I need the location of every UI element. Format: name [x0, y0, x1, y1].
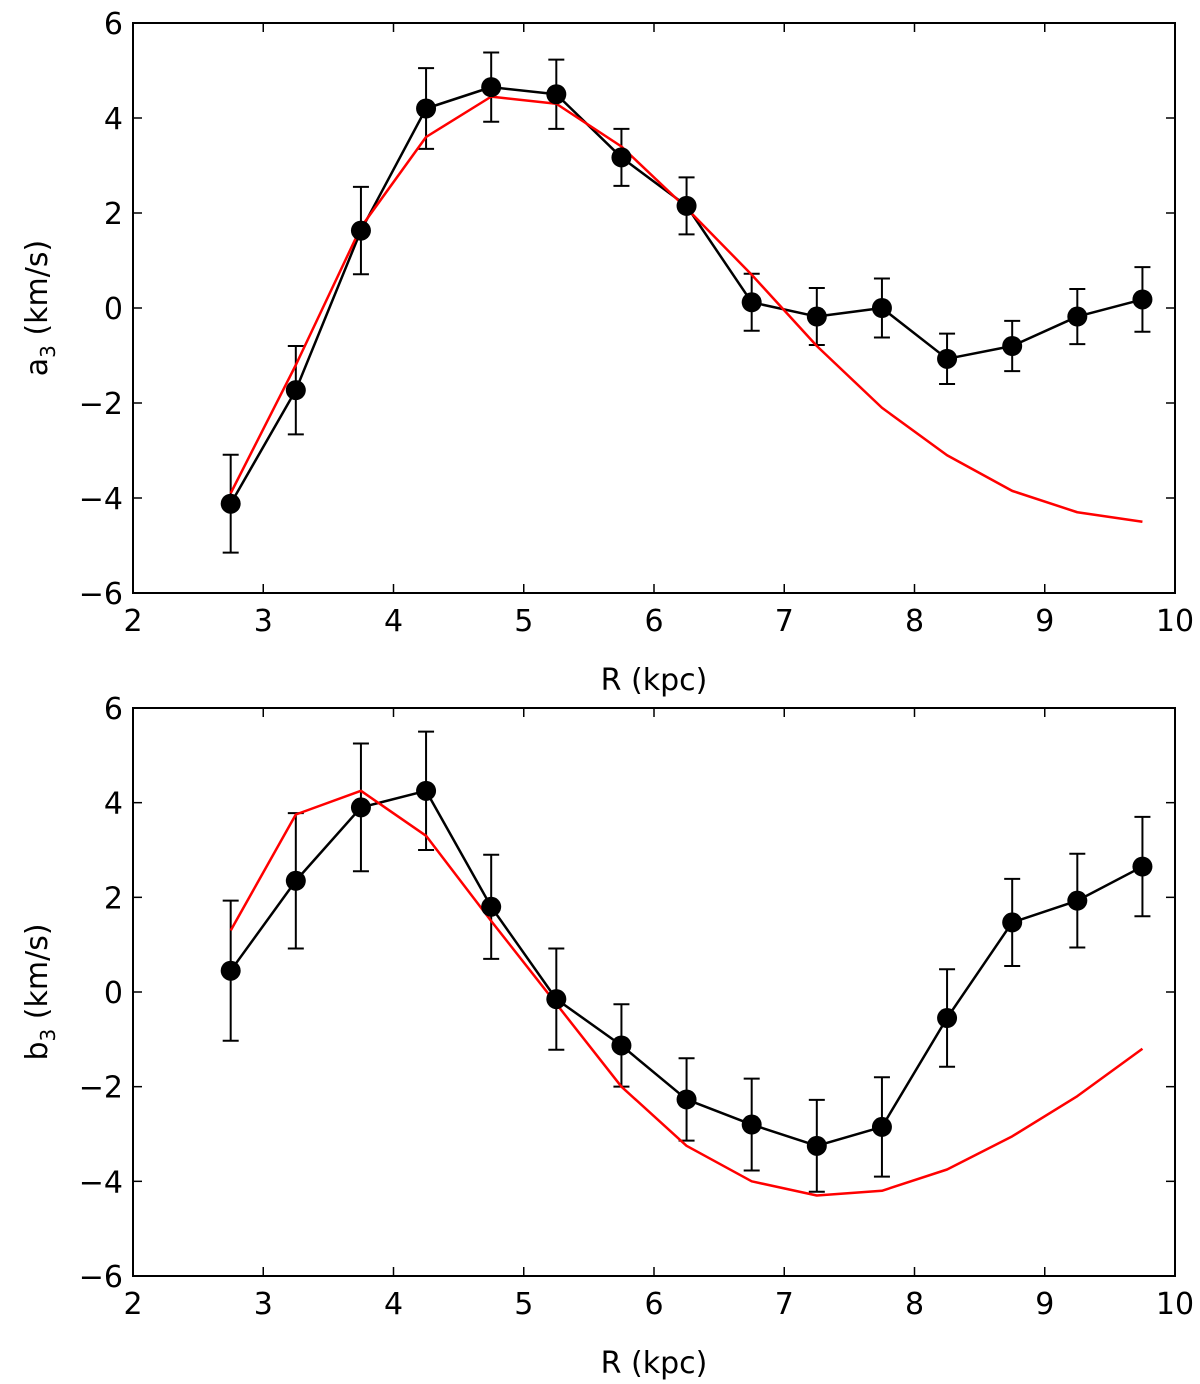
data-point-b3: [350, 797, 371, 818]
x-tick-label-a3: 3: [254, 604, 273, 639]
y-tick-label-b3: −4: [79, 1165, 123, 1200]
data-point-a3: [937, 348, 958, 369]
y-tick-label-b3: −6: [79, 1260, 123, 1295]
x-tick-label-b3: 10: [1156, 1287, 1194, 1322]
y-tick-label-b3: 6: [104, 692, 123, 727]
data-point-b3: [285, 870, 306, 891]
x-axis-label-a3: R (kpc): [601, 663, 708, 698]
x-tick-label-a3: 9: [1035, 604, 1054, 639]
data-point-a3: [220, 493, 241, 514]
plot-area-a3: [220, 51, 1153, 554]
y-label-sub-b3: 3: [36, 1029, 60, 1042]
x-tick-label-a3: 5: [514, 604, 533, 639]
plot-area-b3: [220, 730, 1153, 1197]
y-label-main-b3: b: [20, 1041, 55, 1060]
data-point-b3: [1132, 856, 1153, 877]
x-tick-label-b3: 4: [384, 1287, 403, 1322]
data-point-a3: [741, 292, 762, 313]
data-point-a3: [546, 84, 567, 105]
data-point-b3: [1067, 890, 1088, 911]
data-point-b3: [611, 1035, 632, 1056]
y-label-unit-a3: (km/s): [20, 240, 55, 345]
y-tick-label-a3: 4: [104, 102, 123, 137]
y-tick-label-a3: −2: [79, 387, 123, 422]
data-point-a3: [285, 380, 306, 401]
y-tick-label-b3: 2: [104, 881, 123, 916]
y-tick-label-b3: −2: [79, 1071, 123, 1106]
data-point-b3: [546, 989, 567, 1010]
data-point-a3: [611, 147, 632, 168]
y-tick-label-a3: 2: [104, 197, 123, 232]
x-tick-label-b3: 9: [1035, 1287, 1054, 1322]
data-point-b3: [937, 1008, 958, 1029]
x-tick-label-b3: 8: [905, 1287, 924, 1322]
y-label-main-a3: a: [20, 358, 55, 376]
y-label-unit-b3: (km/s): [20, 923, 55, 1028]
x-tick-label-a3: 8: [905, 604, 924, 639]
data-point-a3: [871, 298, 892, 318]
data-point-b3: [676, 1089, 697, 1110]
data-point-a3: [1067, 306, 1088, 327]
y-tick-label-a3: −4: [79, 482, 123, 517]
data-point-b3: [416, 780, 437, 801]
x-tick-label-a3: 10: [1156, 604, 1194, 639]
data-point-b3: [220, 960, 241, 981]
x-axis-label-b3: R (kpc): [601, 1346, 708, 1381]
x-tick-label-a3: 2: [123, 604, 142, 639]
data-point-b3: [481, 896, 502, 917]
data-point-a3: [676, 195, 697, 216]
ticks-a3: 2 3 4 5 6 7 8 9 10 6 4 2 0 −2 −4 −6: [79, 7, 1194, 639]
y-tick-label-b3: 4: [104, 787, 123, 822]
ticks-b3: 2 3 4 5 6 7 8 9 10 6 4 2 0 −2 −4 −6: [79, 692, 1194, 1322]
data-point-b3: [806, 1135, 827, 1156]
data-point-a3: [1002, 336, 1023, 356]
model-line-b3: [229, 789, 1144, 1197]
data-point-a3: [1132, 289, 1153, 310]
y-tick-label-a3: 6: [104, 7, 123, 42]
y-label-sub-a3: 3: [36, 345, 60, 358]
x-tick-label-b3: 2: [123, 1287, 142, 1322]
data-point-a3: [481, 77, 502, 98]
data-point-b3: [871, 1116, 892, 1137]
x-tick-label-b3: 6: [644, 1287, 663, 1322]
data-point-b3: [1002, 912, 1023, 933]
data-point-a3: [350, 220, 371, 241]
y-axis-label-b3: b3 (km/s): [20, 923, 60, 1060]
x-tick-label-a3: 4: [384, 604, 403, 639]
y-tick-label-a3: −6: [79, 577, 123, 612]
x-tick-label-a3: 6: [644, 604, 663, 639]
y-axis-label-a3: a3 (km/s): [20, 240, 60, 376]
x-tick-label-b3: 5: [514, 1287, 533, 1322]
data-point-a3: [416, 98, 437, 119]
data-point-b3: [741, 1114, 762, 1135]
data-point-a3: [806, 306, 827, 327]
y-tick-label-b3: 0: [104, 976, 123, 1011]
x-tick-label-b3: 3: [254, 1287, 273, 1322]
x-tick-label-a3: 7: [775, 604, 794, 639]
y-tick-label-a3: 0: [104, 292, 123, 327]
x-tick-label-b3: 7: [775, 1287, 794, 1322]
